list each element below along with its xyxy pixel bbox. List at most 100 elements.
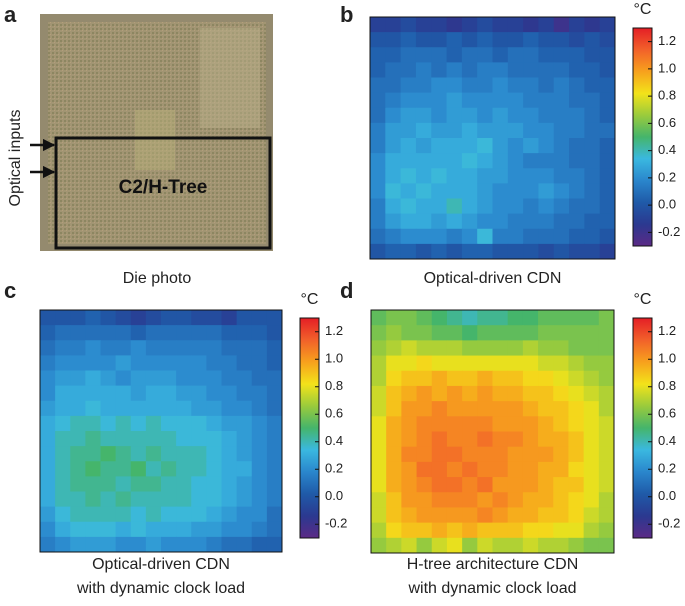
heat-cell xyxy=(538,355,554,372)
heat-cell xyxy=(251,476,268,492)
heat-cell xyxy=(115,400,132,417)
heat-cell xyxy=(462,325,478,341)
heat-cell xyxy=(584,228,601,245)
heat-cell xyxy=(206,415,222,432)
heat-cell xyxy=(461,107,478,124)
heat-cell xyxy=(461,168,478,184)
heat-cell xyxy=(431,325,448,341)
heat-cell xyxy=(70,446,86,462)
heat-cell xyxy=(569,153,585,169)
heat-cell xyxy=(40,446,56,462)
heat-cell xyxy=(370,198,386,215)
heat-cell xyxy=(416,522,433,539)
heat-cell xyxy=(415,138,432,154)
heat-cell xyxy=(446,138,463,154)
heat-cell xyxy=(569,122,585,139)
heat-cell xyxy=(85,400,101,417)
heat-cell xyxy=(400,92,417,109)
caption: Optical-driven CDN xyxy=(92,556,230,573)
heat-cell xyxy=(115,355,132,371)
heat-cell xyxy=(115,446,132,462)
heat-cell xyxy=(477,62,493,78)
heat-cell xyxy=(462,431,478,448)
heat-cell xyxy=(386,325,402,341)
heat-cell xyxy=(477,431,493,448)
heat-cell xyxy=(584,153,601,169)
heat-cell xyxy=(446,213,463,230)
heat-cell xyxy=(598,492,615,508)
heat-cell xyxy=(115,506,132,523)
heat-cell xyxy=(431,401,448,417)
heat-cell xyxy=(507,507,524,524)
heat-cell xyxy=(538,416,554,432)
heat-cell xyxy=(492,461,509,478)
heat-cell xyxy=(176,325,192,341)
heat-cell xyxy=(266,521,283,538)
heat-cell xyxy=(569,138,585,154)
heat-cell xyxy=(416,507,433,524)
side-label: Optical inputs xyxy=(7,110,24,207)
heat-cell xyxy=(523,122,539,139)
heat-cell xyxy=(477,107,493,124)
heat-cell xyxy=(40,415,56,432)
heat-cell xyxy=(461,153,478,169)
heat-cell xyxy=(599,122,616,139)
heat-cell xyxy=(266,385,283,402)
heat-cell xyxy=(461,228,478,245)
heat-cell xyxy=(191,431,207,447)
heat-cell xyxy=(492,243,509,260)
heat-cell xyxy=(371,325,387,341)
heat-cell xyxy=(446,325,463,341)
heat-cell xyxy=(553,477,569,493)
heat-cell xyxy=(446,522,463,539)
heat-cell xyxy=(370,228,386,245)
heat-cell xyxy=(385,107,402,124)
heat-cell xyxy=(206,385,222,402)
heat-cell xyxy=(569,213,585,230)
heat-cell xyxy=(492,228,509,245)
heat-cell xyxy=(206,310,222,326)
heat-cell xyxy=(85,385,101,402)
heat-cell xyxy=(553,92,570,109)
heat-cell xyxy=(507,17,524,33)
heat-cell xyxy=(583,477,600,493)
heat-cell xyxy=(176,400,192,417)
heat-cell xyxy=(583,340,600,357)
heat-cell xyxy=(40,461,56,477)
heat-cell xyxy=(583,492,600,508)
heat-cell xyxy=(100,370,117,387)
heat-cell xyxy=(584,17,601,33)
heat-cell xyxy=(477,198,493,215)
heat-cell xyxy=(583,507,600,524)
colorbar xyxy=(632,317,653,539)
heat-cell xyxy=(371,537,387,554)
heat-cell xyxy=(100,340,117,356)
heat-cell xyxy=(538,477,554,493)
colorbar-label: °C xyxy=(634,1,652,18)
heat-cell xyxy=(130,491,147,508)
heat-cell xyxy=(415,153,432,169)
heat-cell xyxy=(115,310,132,326)
heat-cell xyxy=(553,537,569,554)
heat-cell xyxy=(431,77,448,94)
colorbar-tick-label: 0.4 xyxy=(658,142,676,157)
heat-cell xyxy=(400,138,417,154)
heat-cell xyxy=(538,138,555,154)
heat-cell xyxy=(386,446,402,463)
heat-cell xyxy=(251,370,268,387)
heat-cell xyxy=(477,153,493,169)
heat-cell xyxy=(431,446,448,463)
heat-cell xyxy=(446,537,463,554)
heat-cell xyxy=(161,340,177,356)
heat-cell xyxy=(221,310,238,326)
heat-cell xyxy=(523,107,539,124)
heat-cell xyxy=(206,431,222,447)
heat-cell xyxy=(266,536,283,553)
heat-cell xyxy=(55,476,71,492)
heat-cell xyxy=(507,522,524,539)
heat-cell xyxy=(251,461,268,477)
heat-cell xyxy=(70,506,86,523)
heat-cell xyxy=(522,446,539,463)
heat-cell xyxy=(522,461,539,478)
heat-cell xyxy=(492,355,509,372)
